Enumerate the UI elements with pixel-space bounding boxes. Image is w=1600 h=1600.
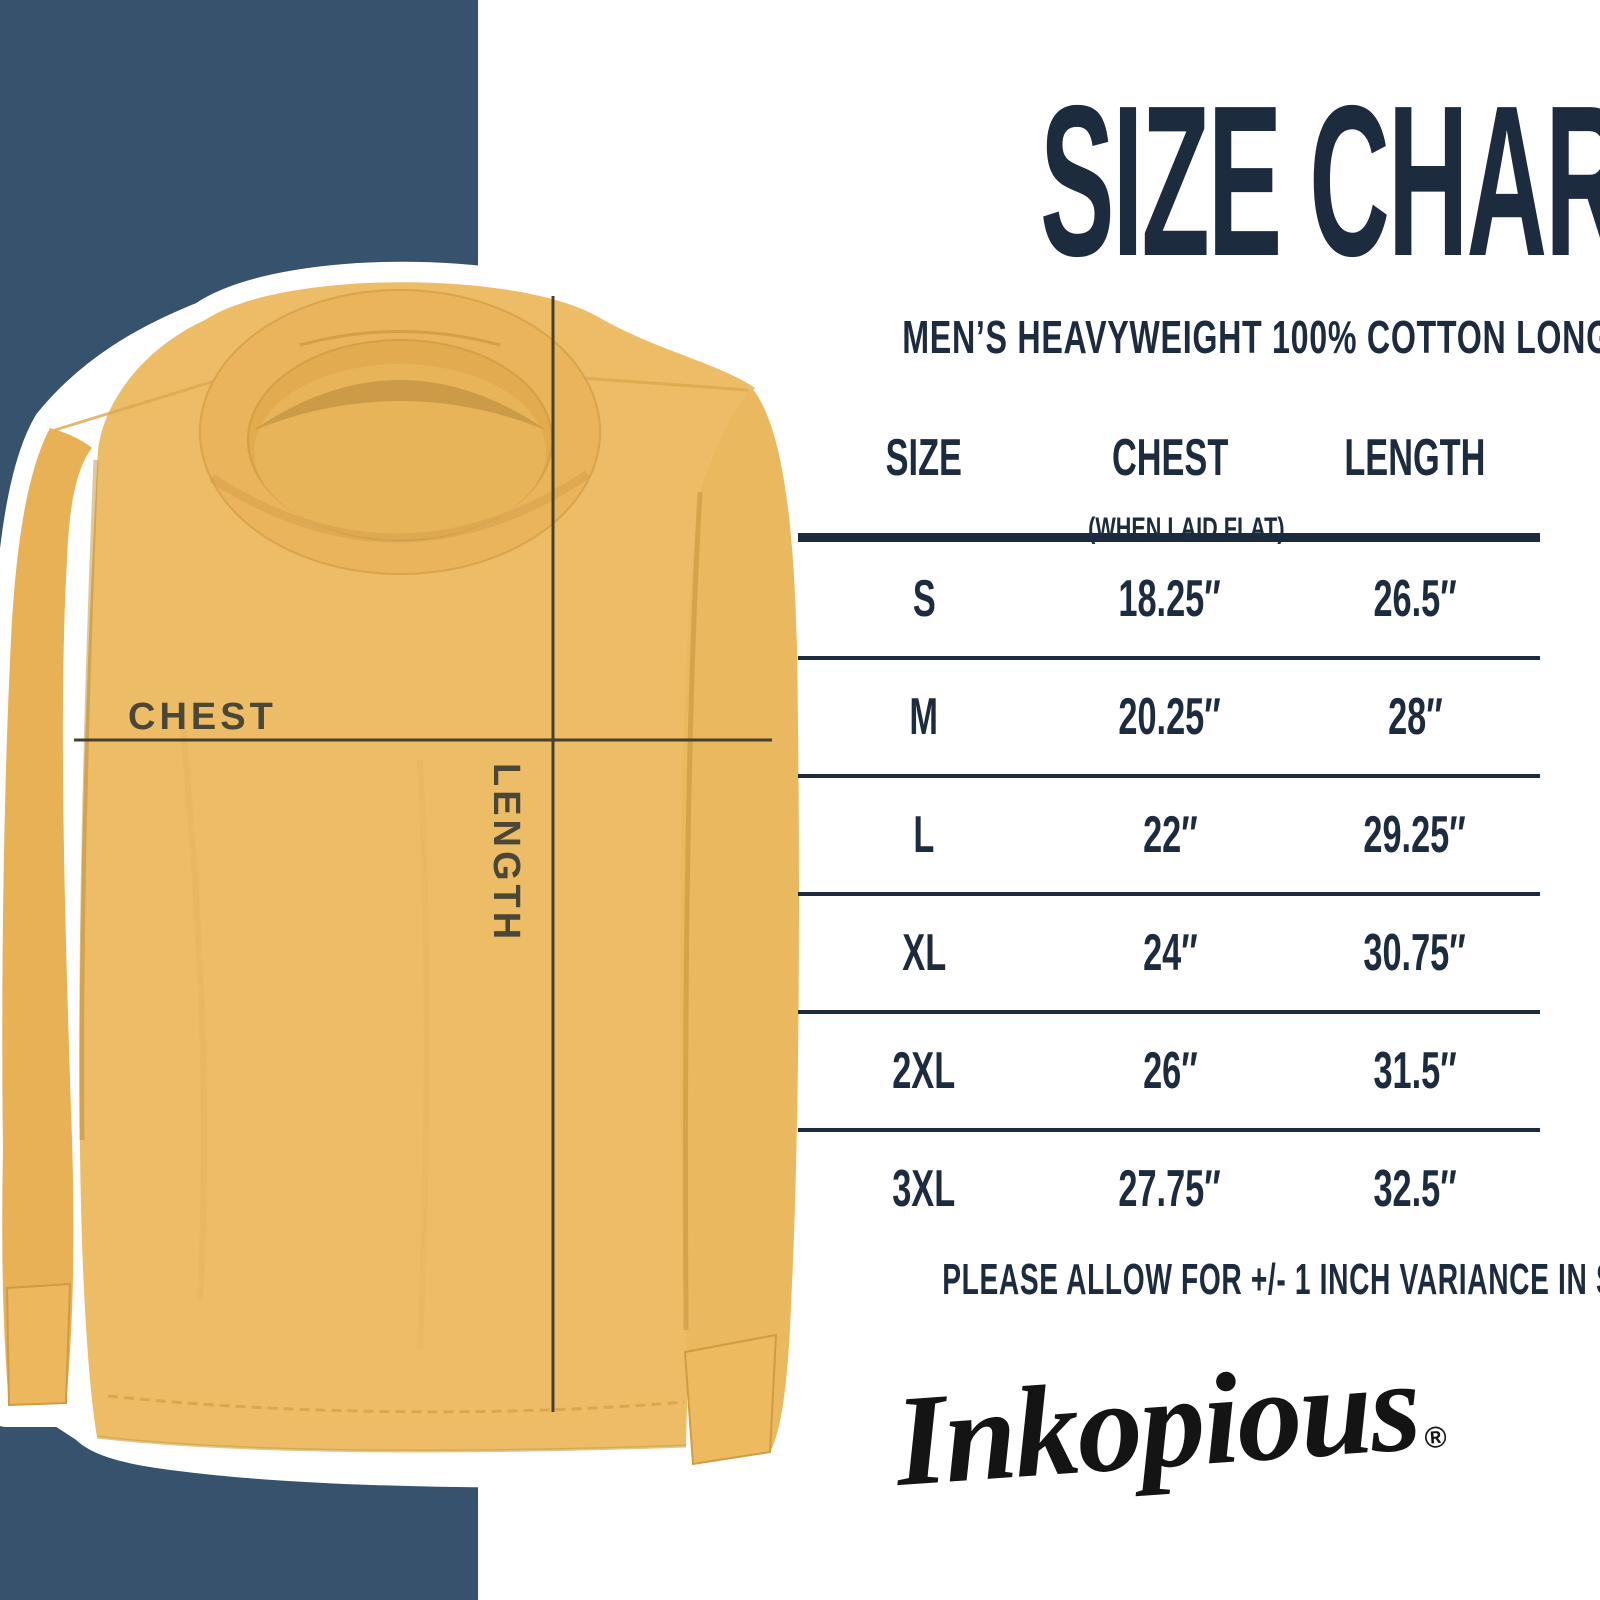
page-title-text: SIZE CHART xyxy=(1040,60,1600,301)
length-cell: 29.25″ xyxy=(1363,806,1467,864)
hem-edge xyxy=(96,1435,687,1453)
shirt-torso xyxy=(79,282,755,1451)
table-row: L 22″ 29.25″ xyxy=(798,778,1540,896)
page-subtitle: MEN’S HEAVYWEIGHT 100% COTTON LONG SLEEV… xyxy=(720,314,1600,360)
torso-fold xyxy=(417,759,430,1351)
table-row: 3XL 27.75″ 32.5″ xyxy=(798,1132,1540,1246)
brand-logo-text: Inkopious xyxy=(890,1333,1424,1515)
size-cell: 2XL xyxy=(892,1042,956,1100)
chest-cell: 27.75″ xyxy=(1118,1160,1222,1218)
shirt-left-sleeve xyxy=(2,428,92,1405)
size-cell: L xyxy=(913,806,935,864)
table-row: M 20.25″ 28″ xyxy=(798,660,1540,778)
chest-cell: 22″ xyxy=(1142,806,1198,864)
table-row: S 18.25″ 26.5″ xyxy=(798,542,1540,660)
size-cell: M xyxy=(909,688,939,746)
length-cell: 31.5″ xyxy=(1373,1042,1457,1100)
collar-back-panel xyxy=(254,364,546,540)
chest-measure-label: CHEST xyxy=(128,696,277,738)
hem-stitch xyxy=(107,1394,685,1414)
size-cell: XL xyxy=(902,924,946,982)
right-cuff xyxy=(683,1333,778,1466)
column-header-length: LENGTH xyxy=(1344,429,1486,487)
shoulder-seam-left xyxy=(54,378,219,432)
length-measure-label: LENGTH xyxy=(485,763,527,943)
chest-column-note: (WHEN LAID FLAT) xyxy=(1088,512,1285,545)
column-header-chest: CHEST (WHEN LAID FLAT) xyxy=(1050,420,1290,544)
right-sleeve-crease xyxy=(683,491,703,1331)
back-neck-seam xyxy=(299,330,501,347)
page-subtitle-text: MEN’S HEAVYWEIGHT 100% COTTON LONG SLEEV… xyxy=(902,311,1600,363)
length-cell: 28″ xyxy=(1387,688,1443,746)
torso-fold xyxy=(177,699,207,1301)
length-cell: 32.5″ xyxy=(1373,1160,1457,1218)
table-row: 2XL 26″ 31.5″ xyxy=(798,1014,1540,1132)
length-cell: 26.5″ xyxy=(1373,570,1457,628)
size-table: SIZE CHEST (WHEN LAID FLAT) LENGTH S 18.… xyxy=(798,420,1540,1246)
variance-note: PLEASE ALLOW FOR +/- 1 INCH VARIANCE IN … xyxy=(942,1255,1600,1304)
neck-shadow xyxy=(254,380,546,430)
size-cell: 3XL xyxy=(892,1160,956,1218)
chest-cell: 18.25″ xyxy=(1118,570,1222,628)
registered-trademark-icon: ® xyxy=(1423,1420,1448,1456)
chest-cell: 20.25″ xyxy=(1118,688,1222,746)
shirt-right-sleeve xyxy=(680,388,799,1462)
length-cell: 30.75″ xyxy=(1363,924,1467,982)
size-cell: S xyxy=(912,570,936,628)
shoulder-seam-right xyxy=(581,376,749,392)
chest-cell: 24″ xyxy=(1142,924,1198,982)
left-sleeve-crease xyxy=(79,459,99,1141)
chest-cell: 26″ xyxy=(1142,1042,1198,1100)
brand-logo: Inkopious® xyxy=(816,1328,1524,1519)
collar-under-shadow xyxy=(209,470,591,543)
left-cuff xyxy=(5,1282,72,1407)
table-row: XL 24″ 30.75″ xyxy=(798,896,1540,1014)
shirt-illustration: CHEST LENGTH xyxy=(2,282,799,1466)
page-title: SIZE CHART xyxy=(740,73,1600,288)
column-header-size: SIZE xyxy=(885,429,963,487)
size-table-header: SIZE CHEST (WHEN LAID FLAT) LENGTH xyxy=(798,420,1540,544)
table-header-rule xyxy=(798,533,1540,542)
